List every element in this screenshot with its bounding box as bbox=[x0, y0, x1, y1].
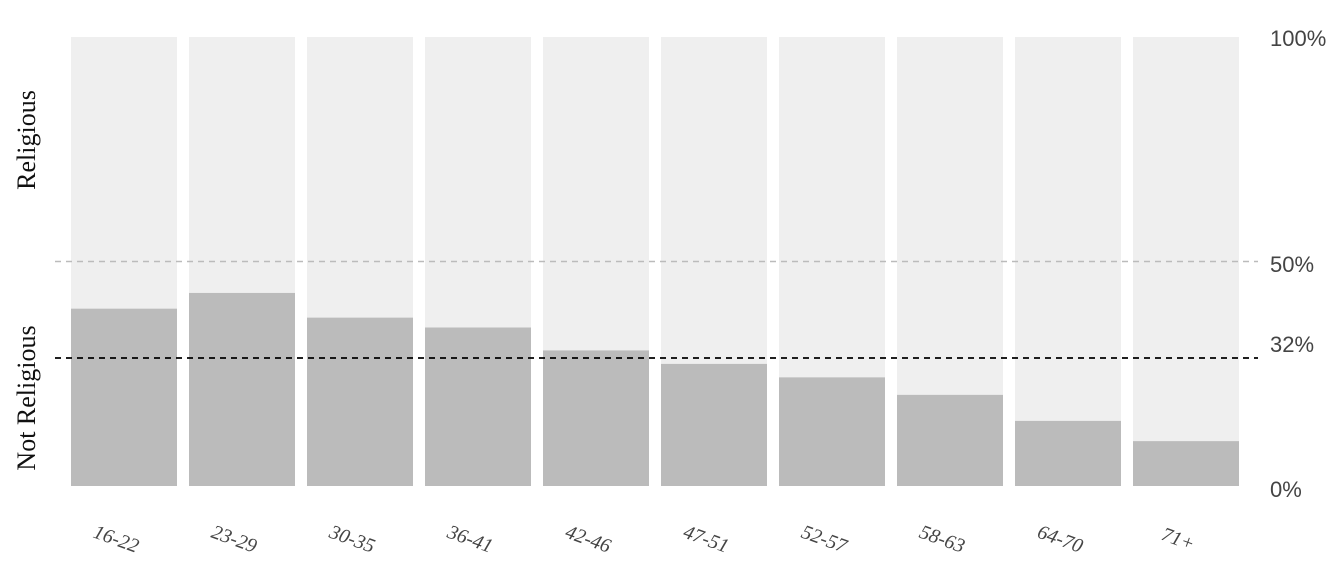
reference-lines-group bbox=[55, 260, 1258, 359]
bar-not-religious-52-57 bbox=[779, 377, 885, 486]
bars-group bbox=[71, 37, 1239, 486]
bar-religious-42-46 bbox=[543, 37, 649, 351]
bar-not-religious-64-70 bbox=[1015, 420, 1121, 486]
category-label-36-41: 36-41 bbox=[443, 521, 495, 558]
category-label-71+: 71+ bbox=[1159, 523, 1198, 555]
bar-not-religious-71+ bbox=[1133, 441, 1239, 486]
category-label-30-35: 30-35 bbox=[325, 521, 377, 558]
bar-religious-16-22 bbox=[71, 37, 177, 309]
y-tick-labels-group: 100% 50% 32% 0% bbox=[1270, 26, 1326, 502]
category-label-47-51: 47-51 bbox=[680, 521, 731, 558]
bar-not-religious-42-46 bbox=[543, 350, 649, 486]
y-tick-label-top: 100% bbox=[1270, 26, 1326, 51]
bar-religious-52-57 bbox=[779, 37, 885, 378]
category-label-23-29: 23-29 bbox=[208, 521, 259, 558]
y-tick-label-ref: 32% bbox=[1270, 332, 1314, 357]
category-label-58-63: 58-63 bbox=[916, 521, 967, 558]
side-label-religious: Religious bbox=[12, 90, 41, 190]
bar-religious-71+ bbox=[1133, 37, 1239, 442]
category-labels-group: 16-22 23-29 30-35 36-41 42-46 47-51 52-57 58-63… bbox=[90, 521, 1197, 558]
bar-not-religious-30-35 bbox=[307, 317, 413, 486]
bar-not-religious-58-63 bbox=[897, 394, 1003, 486]
bar-religious-47-51 bbox=[661, 37, 767, 364]
y-tick-label-bottom: 0% bbox=[1270, 477, 1302, 502]
side-label-not-religious: Not Religious bbox=[12, 325, 41, 470]
category-label-16-22: 16-22 bbox=[90, 521, 141, 558]
bar-not-religious-16-22 bbox=[71, 308, 177, 486]
category-label-52-57: 52-57 bbox=[798, 521, 850, 558]
bar-not-religious-47-51 bbox=[661, 363, 767, 486]
bar-religious-23-29 bbox=[189, 37, 295, 293]
category-label-64-70: 64-70 bbox=[1034, 521, 1085, 558]
y-tick-label-mid: 50% bbox=[1270, 252, 1314, 277]
bar-religious-58-63 bbox=[897, 37, 1003, 395]
bar-religious-36-41 bbox=[425, 37, 531, 328]
bar-religious-64-70 bbox=[1015, 37, 1121, 421]
bar-not-religious-36-41 bbox=[425, 327, 531, 486]
category-label-42-46: 42-46 bbox=[562, 521, 613, 558]
bar-not-religious-23-29 bbox=[189, 292, 295, 486]
bar-religious-30-35 bbox=[307, 37, 413, 318]
